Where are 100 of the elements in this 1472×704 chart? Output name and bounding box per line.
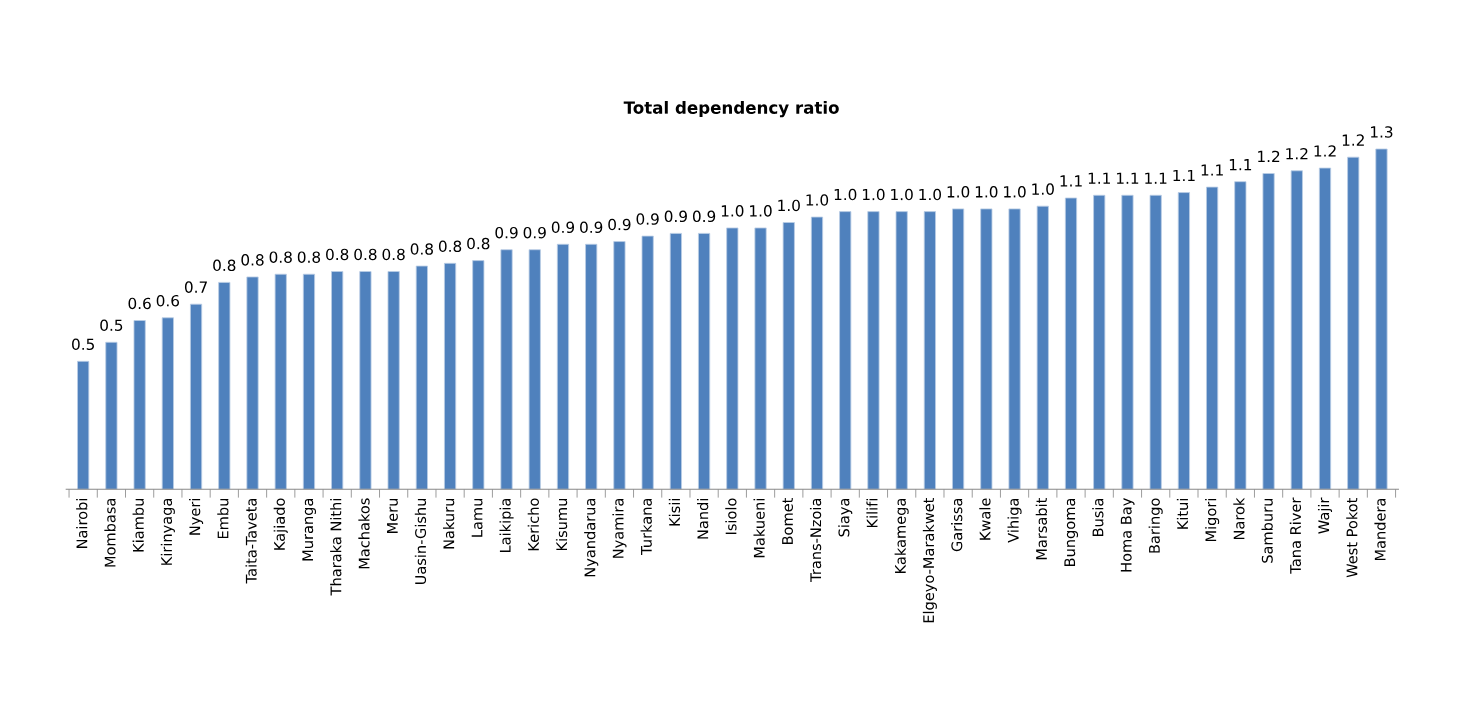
bar: [613, 241, 626, 490]
bar: [528, 249, 541, 490]
data-label: 1.2: [1314, 145, 1336, 157]
x-tick-label: Embu: [217, 498, 229, 539]
x-tick-label: Meru: [387, 498, 398, 533]
data-label: 0.8: [213, 259, 236, 272]
bar: [246, 276, 259, 490]
x-tick-label: Kericho: [527, 498, 539, 551]
data-label: 0.8: [382, 248, 405, 261]
data-label: 1.2: [1342, 134, 1364, 146]
bar: [1149, 194, 1162, 490]
data-label: 0.6: [128, 297, 151, 310]
data-label: 1.0: [891, 188, 913, 201]
data-label: 1.0: [750, 205, 772, 217]
bar: [782, 222, 795, 490]
x-tick-label: Taita-Taveta: [245, 498, 257, 584]
x-tick-label: Makueni: [753, 498, 765, 558]
data-label: 0.9: [608, 218, 631, 231]
bar: [133, 320, 146, 490]
data-label: 0.9: [580, 221, 603, 233]
bar: [1177, 192, 1190, 490]
data-label: 1.1: [1229, 159, 1252, 171]
x-tick-label: Homa Bay: [1120, 498, 1135, 572]
data-label: 1.0: [778, 199, 800, 212]
data-label: 1.0: [862, 188, 885, 201]
data-label: 1.0: [721, 205, 744, 217]
x-tick-label: Mombasa: [104, 498, 116, 567]
bar: [472, 260, 485, 490]
data-label: 0.9: [551, 221, 575, 233]
x-tick-label: Kilifi: [866, 498, 878, 528]
bar: [161, 317, 174, 490]
data-label: 1.0: [1004, 186, 1026, 198]
bar: [302, 273, 316, 490]
bar: [1064, 197, 1078, 490]
data-label: 1.1: [1060, 175, 1082, 187]
data-label: 1.0: [806, 194, 829, 206]
data-label: 1.2: [1258, 150, 1280, 162]
x-tick-label: Turkana: [640, 498, 652, 555]
bar: [331, 271, 344, 490]
x-tick-label: Kakamega: [894, 498, 909, 573]
bar: [1036, 205, 1049, 490]
data-label: 0.8: [269, 251, 292, 263]
bar: [1318, 167, 1332, 490]
chart-title: Total dependency ratio: [623, 100, 839, 118]
bar: [641, 235, 654, 490]
bar: [274, 273, 287, 490]
bar: [556, 243, 570, 490]
bar: [359, 271, 372, 490]
bar: [1347, 156, 1360, 490]
x-tick-label: Nyandarua: [584, 498, 599, 577]
bar: [1262, 173, 1275, 490]
bar: [1206, 186, 1219, 490]
x-tick-label: Kisumu: [555, 498, 568, 551]
data-label: 0.9: [692, 210, 716, 223]
x-tick-label: Isiolo: [725, 498, 737, 535]
bar: [1234, 181, 1247, 490]
data-label: 0.8: [297, 251, 321, 263]
x-tick-label: Mandera: [1374, 498, 1386, 561]
x-tick-label: Nairobi: [76, 498, 88, 548]
data-label: 0.6: [156, 294, 180, 307]
bar: [500, 249, 513, 490]
x-tick-label: Garissa: [951, 498, 963, 552]
data-label: 1.1: [1173, 169, 1195, 182]
x-tick-label: Kitui: [1176, 498, 1189, 529]
x-tick-label: Kajiado: [273, 498, 288, 550]
data-label: 0.8: [467, 237, 490, 250]
x-tick-label: Kiambu: [132, 498, 144, 552]
x-tick-label: Lamu: [471, 498, 483, 537]
bar: [77, 360, 90, 490]
data-label: 1.1: [1145, 172, 1167, 184]
data-label: 1.0: [947, 186, 970, 198]
bar: [726, 227, 739, 490]
bar: [952, 208, 965, 490]
x-tick-label: Tana River: [1289, 497, 1302, 574]
x-tick-label: Elgeyo-Marakwet: [922, 497, 937, 623]
x-tick-label: Migori: [1205, 498, 1220, 542]
bar: [698, 232, 711, 490]
x-tick-label: Siaya: [838, 498, 853, 537]
data-label: 1.2: [1286, 147, 1308, 160]
bar: [867, 211, 880, 490]
bar: [444, 262, 457, 490]
data-label: 0.5: [100, 319, 123, 331]
data-label: 1.3: [1371, 126, 1393, 138]
x-tick-label: Baringo: [1148, 498, 1163, 553]
bar: [1008, 208, 1021, 490]
x-tick-label: Uasin-Gishu: [414, 498, 427, 585]
x-tick-label: Trans-Nzoia: [809, 498, 822, 582]
bar: [387, 271, 400, 490]
x-tick-label: Nakuru: [443, 498, 455, 549]
data-label: 1.1: [1116, 172, 1139, 184]
bar: [585, 243, 598, 490]
x-tick-label: Wajir: [1317, 497, 1333, 534]
bar: [1093, 194, 1106, 490]
x-tick-label: Laikipia: [499, 498, 514, 553]
x-tick-label: Bungoma: [1064, 498, 1079, 566]
data-label: 0.9: [664, 210, 687, 223]
bar: [839, 211, 852, 490]
bar: [105, 341, 118, 490]
data-label: 0.9: [523, 226, 546, 239]
x-tick-label: Busia: [1092, 498, 1104, 537]
